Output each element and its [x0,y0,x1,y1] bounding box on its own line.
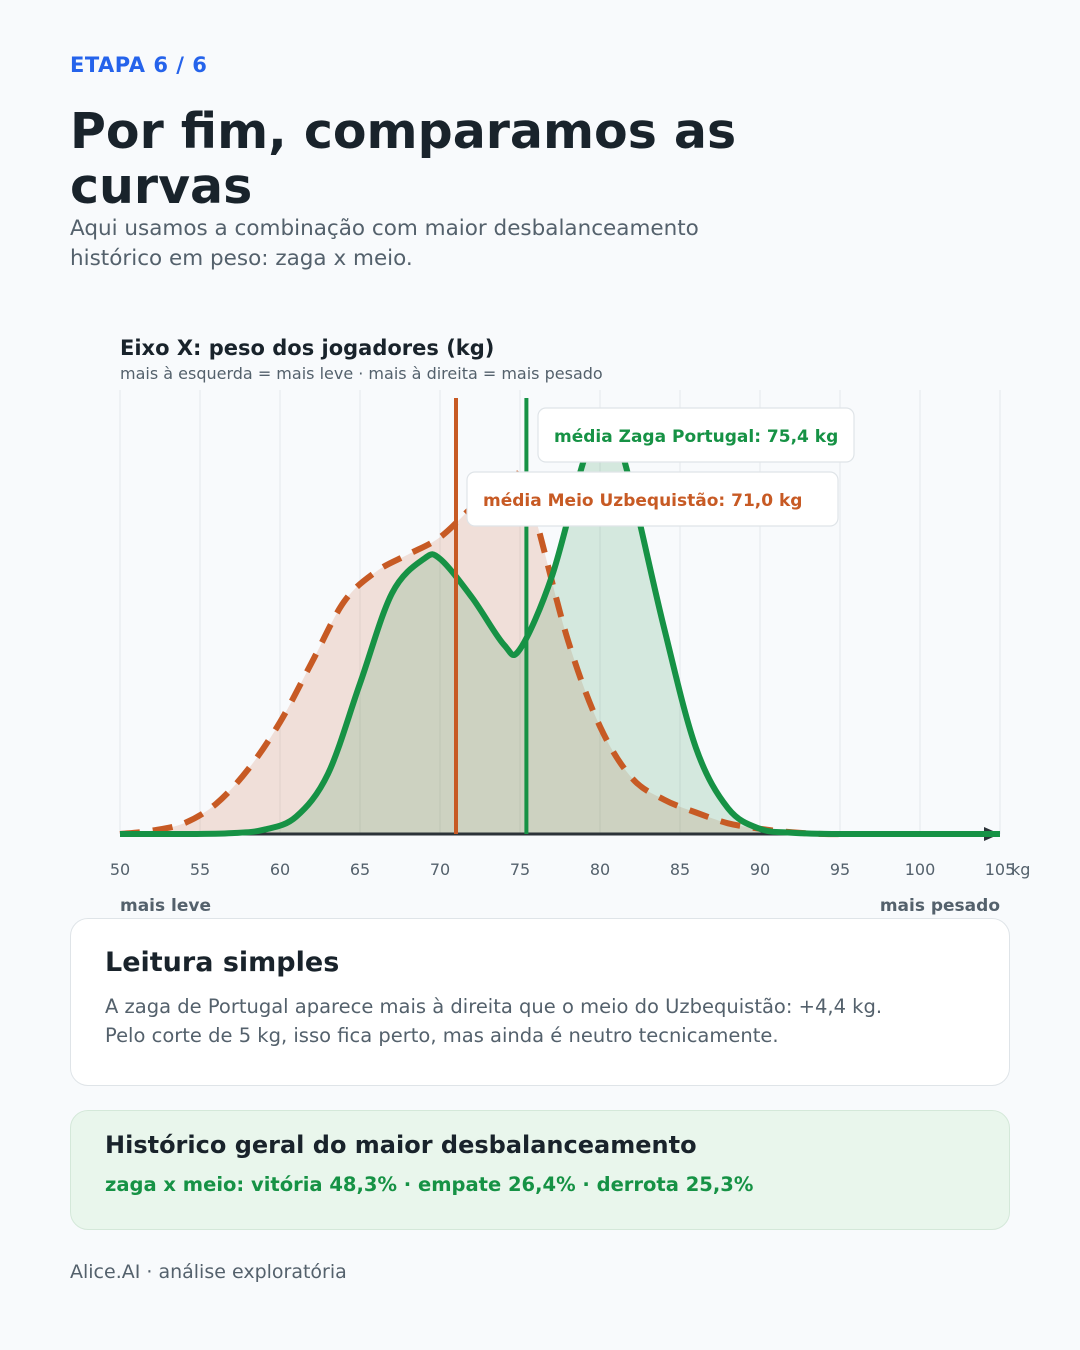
x-tick-label: 105 [985,860,1016,879]
line-zaga-portugal [119,428,1000,838]
x-tick-label: 90 [750,860,770,879]
mean-label-zaga-portugal: média Zaga Portugal: 75,4 kg [554,427,838,447]
mean-lines [454,398,529,834]
footer-credit: Alice.AI · análise exploratória [70,1261,347,1283]
x-left-label: mais leve [120,896,211,916]
reading-card-text: A zaga de Portugal aparece mais à direit… [105,995,883,1047]
x-tick-label: 80 [590,860,610,879]
reading-card: Leitura simples A zaga de Portugal apare… [70,918,1010,1086]
x-tick-label: 75 [510,860,530,879]
x-tick-label: 95 [830,860,850,879]
chart-title: Eixo X: peso dos jogadores (kg) [120,336,494,360]
page-title: Por fim, comparamos as curvas [70,103,737,215]
mean-labels: média Zaga Portugal: 75,4 kg média Meio U… [466,407,855,527]
x-tick-label: 50 [110,860,130,879]
page-subtitle: Aqui usamos a combinação com maior desba… [70,216,699,271]
history-card: Histórico geral do maior desbalanceament… [70,1110,1010,1230]
x-unit-label: kg [1011,860,1030,879]
x-tick-label: 65 [350,860,370,879]
reading-card-title: Leitura simples [105,947,340,978]
x-tick-label: 70 [430,860,450,879]
history-card-title: Histórico geral do maior desbalanceament… [105,1131,697,1159]
mean-label-box-meio-uzbequistao [466,471,839,527]
chart-subtitle: mais à esquerda = mais leve · mais à dir… [120,364,603,383]
mean-label-meio-uzbequistao: média Meio Uzbequistão: 71,0 kg [483,491,802,511]
weight-distribution-chart: Eixo X: peso dos jogadores (kg) mais à e… [110,336,1031,916]
step-indicator: ETAPA 6 / 6 [70,53,208,77]
history-card-stats: zaga x meio: vitória 48,3% · empate 26,4… [105,1173,754,1196]
x-tick-label: 100 [905,860,936,879]
x-tick-label: 85 [670,860,690,879]
chart-grid [119,390,1001,834]
mean-label-box-zaga-portugal [537,407,855,463]
x-tick-label: 55 [190,860,210,879]
area-zaga-portugal [120,431,1000,835]
x-right-label: mais pesado [880,896,1000,916]
x-tick-label: 60 [270,860,290,879]
